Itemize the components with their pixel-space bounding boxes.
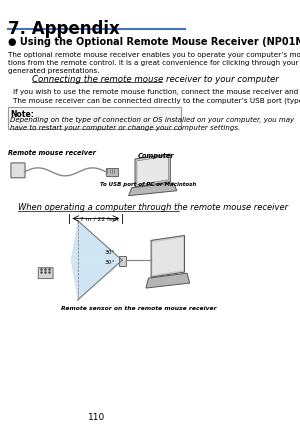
FancyBboxPatch shape xyxy=(106,167,118,176)
Polygon shape xyxy=(137,156,168,185)
FancyBboxPatch shape xyxy=(11,163,25,178)
Text: Remote mouse receiver: Remote mouse receiver xyxy=(8,150,96,156)
Text: Computer: Computer xyxy=(138,153,175,159)
Polygon shape xyxy=(71,260,122,300)
Polygon shape xyxy=(152,237,183,275)
Text: 30°: 30° xyxy=(105,260,115,265)
Text: When operating a computer through the remote mouse receiver: When operating a computer through the re… xyxy=(18,203,288,212)
Polygon shape xyxy=(135,154,170,187)
Text: 30°: 30° xyxy=(105,250,115,255)
Polygon shape xyxy=(71,220,122,260)
Text: To USB port of PC or Macintosh: To USB port of PC or Macintosh xyxy=(100,182,196,187)
Text: If you wish to use the remote mouse function, connect the mouse receiver and com: If you wish to use the remote mouse func… xyxy=(13,89,300,104)
Polygon shape xyxy=(151,235,184,277)
Text: The optional remote mouse receiver enables you to operate your computer’s mouse : The optional remote mouse receiver enabl… xyxy=(8,52,300,74)
Text: 7 m / 22 feet: 7 m / 22 feet xyxy=(80,217,119,221)
Text: 110: 110 xyxy=(88,413,105,422)
Polygon shape xyxy=(146,273,190,288)
Text: Connecting the remote mouse receiver to your computer: Connecting the remote mouse receiver to … xyxy=(32,75,279,84)
Text: 7. Appendix: 7. Appendix xyxy=(8,20,119,38)
Text: ● Using the Optional Remote Mouse Receiver (NP01MR): ● Using the Optional Remote Mouse Receiv… xyxy=(8,37,300,47)
FancyBboxPatch shape xyxy=(8,107,181,129)
Text: Depending on the type of connection or OS installed on your computer, you may
ha: Depending on the type of connection or O… xyxy=(10,117,294,131)
FancyBboxPatch shape xyxy=(38,268,53,279)
FancyBboxPatch shape xyxy=(119,256,126,265)
Polygon shape xyxy=(129,183,177,196)
Text: Remote sensor on the remote mouse receiver: Remote sensor on the remote mouse receiv… xyxy=(61,306,217,311)
Text: Note:: Note: xyxy=(10,110,34,119)
